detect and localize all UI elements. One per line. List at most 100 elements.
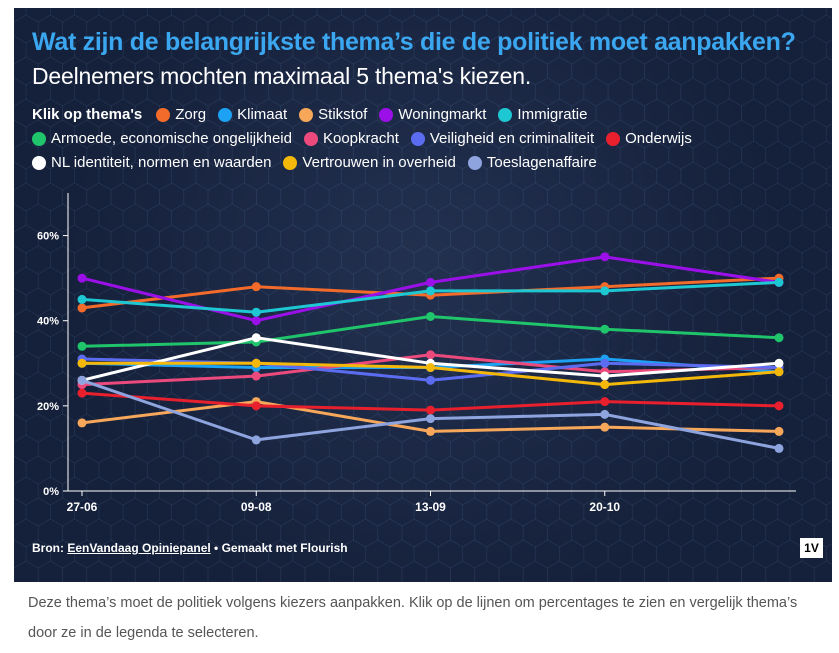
data-point[interactable] [251, 371, 261, 381]
hex-cell [280, 560, 306, 582]
hex-cell [595, 14, 621, 44]
legend-item[interactable]: Vertrouwen in overheid [283, 153, 456, 172]
data-point[interactable] [774, 401, 784, 411]
hex-cell [353, 14, 379, 44]
data-point[interactable] [77, 388, 87, 398]
hex-cell [268, 77, 294, 107]
hex-cell [425, 434, 451, 464]
data-point[interactable] [600, 409, 610, 419]
legend-item[interactable]: Woningmarkt [379, 105, 486, 124]
hex-cell [219, 329, 245, 359]
hex-cell [437, 77, 464, 107]
legend-item[interactable]: Toeslagenaffaire [467, 153, 597, 172]
hex-cell [14, 8, 27, 23]
data-point[interactable] [77, 341, 87, 351]
data-point[interactable] [77, 375, 87, 385]
hex-cell [813, 350, 832, 380]
legend-item[interactable]: NL identiteit, normen en waarden [32, 153, 271, 172]
data-point[interactable] [77, 273, 87, 283]
hex-cell [243, 35, 270, 65]
data-point[interactable] [251, 435, 261, 445]
hex-cell [159, 140, 185, 170]
data-point[interactable] [774, 443, 784, 453]
hex-cell [583, 35, 609, 65]
hex-cell [25, 329, 51, 359]
series-line[interactable] [80, 315, 781, 348]
data-point[interactable] [600, 422, 610, 432]
data-point[interactable] [426, 277, 435, 287]
data-point[interactable] [774, 333, 784, 343]
data-point[interactable] [774, 426, 784, 436]
hex-cell [680, 8, 706, 23]
legend-item[interactable]: Stikstof [299, 105, 367, 124]
hex-cell [813, 392, 832, 422]
data-point[interactable] [251, 333, 261, 343]
hex-cell [765, 14, 791, 44]
legend-item[interactable]: Zorg [156, 105, 206, 124]
hex-cell [49, 77, 76, 107]
legend-item[interactable]: Armoede, economische ongelijkheid [32, 129, 292, 148]
data-point[interactable] [77, 418, 87, 428]
legend-item[interactable]: Onderwijs [606, 129, 692, 148]
data-point[interactable] [600, 286, 610, 296]
data-point[interactable] [774, 277, 784, 287]
hex-cell [183, 140, 209, 170]
legend-item[interactable]: Veiligheid en criminaliteit [410, 129, 594, 148]
hex-cell [801, 287, 827, 317]
hex-cell [789, 98, 815, 128]
data-point[interactable] [426, 426, 435, 436]
data-point[interactable] [600, 358, 610, 368]
hex-cell [171, 203, 197, 233]
data-point[interactable] [600, 380, 610, 390]
hex-cell [401, 518, 427, 548]
hex-cell [801, 35, 827, 65]
hex-cell [498, 518, 524, 548]
data-point[interactable] [426, 350, 435, 360]
hex-cell [680, 77, 706, 107]
data-point[interactable] [774, 367, 784, 377]
data-point[interactable] [77, 303, 87, 313]
hex-cell [14, 413, 27, 443]
data-point[interactable] [600, 324, 610, 334]
hex-cell [146, 329, 173, 359]
data-point[interactable] [426, 311, 435, 321]
data-point[interactable] [426, 405, 435, 415]
hex-cell [37, 434, 63, 464]
legend-item[interactable]: Koopkracht [303, 129, 399, 148]
data-point[interactable] [77, 294, 87, 304]
data-point[interactable] [774, 358, 784, 368]
data-point[interactable] [426, 375, 435, 385]
hex-cell [207, 560, 233, 582]
legend-item-label: Onderwijs [625, 130, 692, 147]
legend-item[interactable]: Klimaat [218, 105, 287, 124]
data-point[interactable] [251, 401, 261, 411]
hex-cell [571, 56, 597, 86]
data-point[interactable] [251, 282, 261, 292]
data-point[interactable] [426, 363, 435, 373]
hex-cell [607, 161, 633, 191]
hex-cell [413, 203, 439, 233]
data-point[interactable] [251, 307, 261, 317]
data-point[interactable] [600, 252, 610, 262]
data-point[interactable] [77, 358, 87, 368]
data-point[interactable] [426, 414, 435, 424]
data-point[interactable] [600, 397, 610, 407]
hex-cell [316, 455, 342, 485]
legend-item[interactable]: Immigratie [498, 105, 587, 124]
eenvandaag-logo-badge[interactable]: 1V [800, 538, 823, 558]
data-point[interactable] [251, 358, 261, 368]
hex-cell [389, 203, 415, 233]
hex-cell [86, 14, 112, 44]
hex-cell [413, 77, 439, 107]
hex-cell [486, 77, 512, 107]
hex-cell [510, 329, 536, 359]
hex-cell [328, 476, 354, 506]
hex-cell [668, 308, 694, 338]
data-point[interactable] [426, 286, 435, 296]
source-link[interactable]: EenVandaag Opiniepanel [67, 541, 211, 555]
hex-cell [437, 497, 464, 527]
hex-cell [704, 8, 730, 23]
data-point[interactable] [251, 316, 261, 326]
data-point[interactable] [600, 371, 610, 381]
hex-cell [741, 14, 767, 44]
